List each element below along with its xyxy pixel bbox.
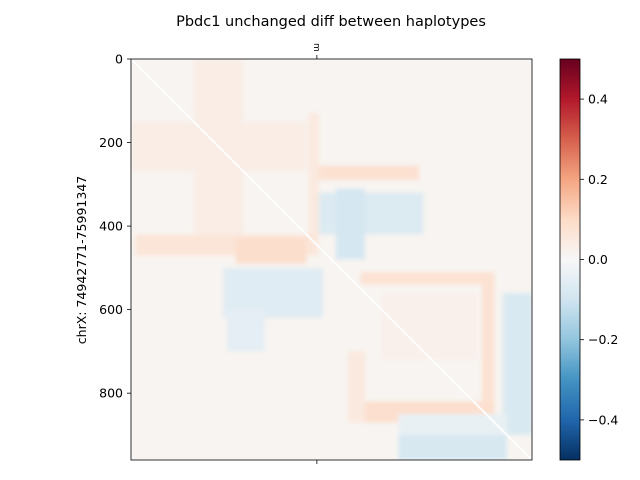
y-axis: 0 200 400 600 800 bbox=[99, 52, 131, 401]
heatmap-block-9 bbox=[335, 188, 365, 260]
x-top-tick-label: m bbox=[311, 43, 321, 52]
y-tick-label-0: 0 bbox=[115, 52, 123, 67]
heatmap-block-13 bbox=[481, 272, 495, 423]
y-tick-label-200: 200 bbox=[99, 135, 123, 150]
heatmap-diagonal bbox=[131, 59, 532, 460]
heatmap-block-15 bbox=[348, 351, 365, 423]
colorbar-tick-label-3: −0.2 bbox=[588, 332, 618, 347]
x-axis-top: m bbox=[311, 43, 321, 59]
heatmap-block-5 bbox=[318, 165, 420, 181]
y-axis-label: chrX: 74942771-75991347 bbox=[74, 176, 89, 344]
colorbar-tick-label-4: −0.4 bbox=[588, 412, 618, 427]
diagonal-line bbox=[131, 59, 532, 460]
colorbar-tick-label-2: 0.0 bbox=[588, 252, 608, 267]
y-tick-label-800: 800 bbox=[99, 386, 123, 401]
y-tick-label-400: 400 bbox=[99, 219, 123, 234]
y-tick-label-600: 600 bbox=[99, 302, 123, 317]
heatmap-block-19 bbox=[398, 414, 507, 435]
colorbar-gradient bbox=[559, 58, 581, 461]
colorbar: 0.4 0.2 0.0 −0.2 −0.4 bbox=[559, 58, 618, 461]
heatmap-block-18 bbox=[398, 434, 507, 460]
heatmap-block-17 bbox=[502, 292, 532, 435]
heatmap-block-16 bbox=[381, 292, 478, 360]
colorbar-ticks: 0.4 0.2 0.0 −0.2 −0.4 bbox=[580, 92, 618, 427]
heatmap-block-4 bbox=[308, 113, 319, 256]
heatmap-block-8 bbox=[318, 192, 424, 235]
heatmap-block-7 bbox=[235, 238, 307, 264]
chart-title: Pbdc1 unchanged diff between haplotypes bbox=[176, 14, 486, 30]
heatmap-block-12 bbox=[360, 272, 495, 285]
heatmap-block-11 bbox=[227, 309, 265, 352]
heatmap-area bbox=[131, 59, 532, 460]
colorbar-tick-label-0: 0.4 bbox=[588, 92, 608, 107]
heatmap-frame bbox=[130, 58, 533, 461]
colorbar-tick-label-1: 0.2 bbox=[588, 172, 608, 187]
